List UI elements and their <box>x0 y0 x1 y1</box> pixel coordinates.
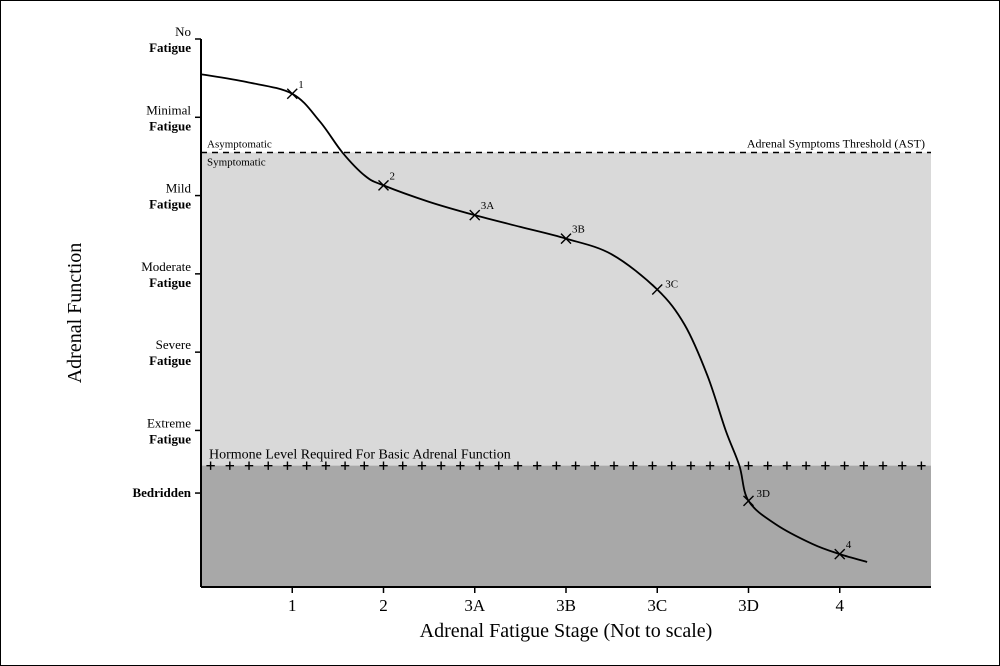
x-axis-title: Adrenal Fatigue Stage (Not to scale) <box>420 620 713 642</box>
x-tick-label: 3C <box>647 596 667 615</box>
asymptomatic-label: Asymptomatic <box>207 139 272 151</box>
y-tick-label-top: Mild <box>166 181 192 196</box>
data-point-label: 1 <box>298 79 304 91</box>
hormone-label: Hormone Level Required For Basic Adrenal… <box>209 448 511 463</box>
data-point-label: 3B <box>572 224 585 236</box>
y-tick-label-bot: Fatigue <box>149 353 191 368</box>
y-tick-label-bot: Fatigue <box>149 275 191 290</box>
data-point-label: 3C <box>665 279 678 291</box>
y-tick-label-top: Extreme <box>147 415 191 430</box>
y-tick-label-bot: Bedridden <box>132 485 191 500</box>
y-tick-label-bot: Fatigue <box>149 197 191 212</box>
y-tick-label-top: Moderate <box>141 259 191 274</box>
threshold-label-right: Adrenal Symptoms Threshold (AST) <box>747 137 925 151</box>
y-tick-label-top: Minimal <box>146 102 191 117</box>
x-tick-label: 3B <box>556 596 576 615</box>
y-tick-label-bot: Fatigue <box>149 118 191 133</box>
x-tick-label: 3A <box>464 596 486 615</box>
x-tick-label: 1 <box>288 596 297 615</box>
chart-frame: { "chart": { "type": "line", "background… <box>0 0 1000 666</box>
x-tick-label: 4 <box>836 596 845 615</box>
y-tick-label-top: Severe <box>156 337 192 352</box>
symptomatic-label: Symptomatic <box>207 157 266 169</box>
hormone-region <box>201 466 931 587</box>
y-axis-title: Adrenal Function <box>64 243 86 384</box>
data-point-label: 3A <box>481 200 495 212</box>
x-tick-label: 3D <box>738 596 759 615</box>
data-point-marker <box>287 89 297 99</box>
data-point-label: 2 <box>390 170 396 182</box>
y-tick-label-bot: Fatigue <box>149 431 191 446</box>
y-tick-label-top: No <box>175 24 191 39</box>
y-tick-label-bot: Fatigue <box>149 40 191 55</box>
x-tick-label: 2 <box>379 596 388 615</box>
data-point-label: 4 <box>846 539 852 551</box>
chart-svg: Asymptomatic Symptomatic Adrenal Symptoms … <box>1 1 999 665</box>
data-point-label: 3D <box>757 488 771 500</box>
